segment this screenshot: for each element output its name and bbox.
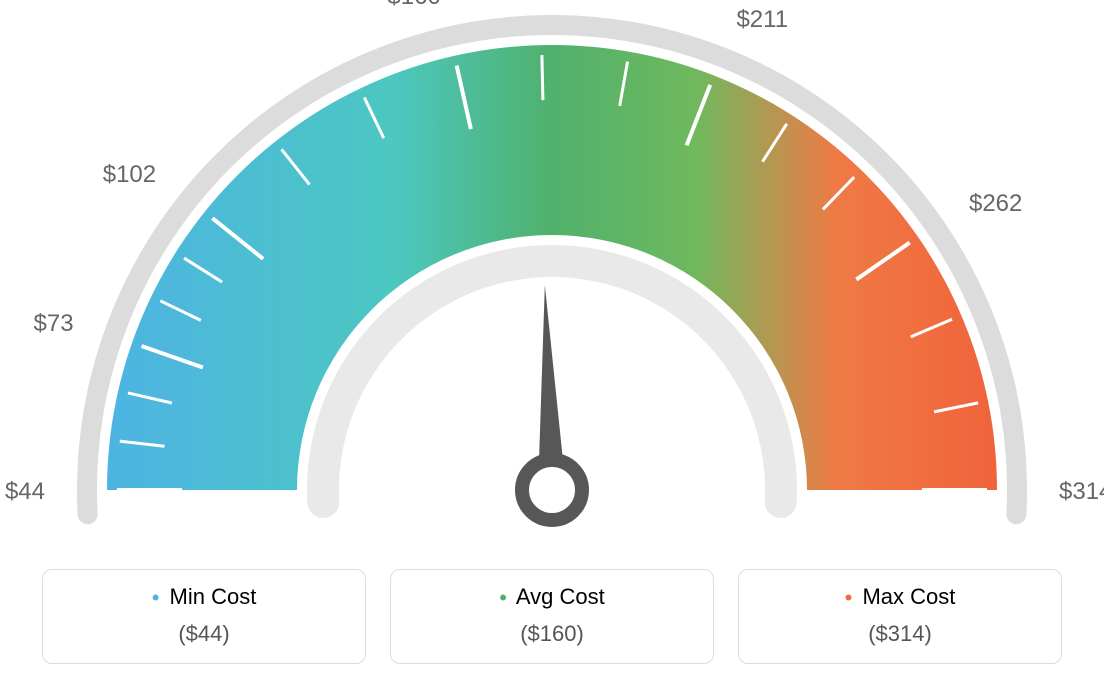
legend-title-avg: • Avg Cost	[401, 584, 703, 611]
gauge-svg	[0, 0, 1104, 580]
legend-value-avg: ($160)	[401, 621, 703, 647]
legend-title-max: • Max Cost	[749, 584, 1051, 611]
tick-label: $160	[381, 0, 441, 11]
tick-label: $44	[0, 478, 45, 506]
tick-label: $262	[969, 190, 1022, 218]
needle-hub	[522, 460, 582, 520]
legend-card-min: • Min Cost ($44)	[42, 569, 366, 664]
legend-card-avg: • Avg Cost ($160)	[390, 569, 714, 664]
legend-title-min: • Min Cost	[53, 584, 355, 611]
tick-label: $73	[14, 310, 74, 338]
legend-label-min: Min Cost	[170, 584, 257, 609]
legend-dot-max: •	[845, 585, 853, 610]
minor-tick	[542, 55, 543, 100]
legend-label-avg: Avg Cost	[516, 584, 605, 609]
legend-dot-min: •	[152, 585, 160, 610]
legend-label-max: Max Cost	[862, 584, 955, 609]
legend-value-min: ($44)	[53, 621, 355, 647]
legend-dot-avg: •	[499, 585, 507, 610]
gauge-chart: $44 $73 $102 $160 $211 $262 $314	[0, 0, 1104, 580]
tick-label: $314	[1059, 478, 1104, 506]
legend-value-max: ($314)	[749, 621, 1051, 647]
tick-label: $102	[96, 161, 156, 189]
legend-row: • Min Cost ($44) • Avg Cost ($160) • Max…	[42, 569, 1062, 664]
legend-card-max: • Max Cost ($314)	[738, 569, 1062, 664]
tick-label: $211	[736, 6, 788, 34]
